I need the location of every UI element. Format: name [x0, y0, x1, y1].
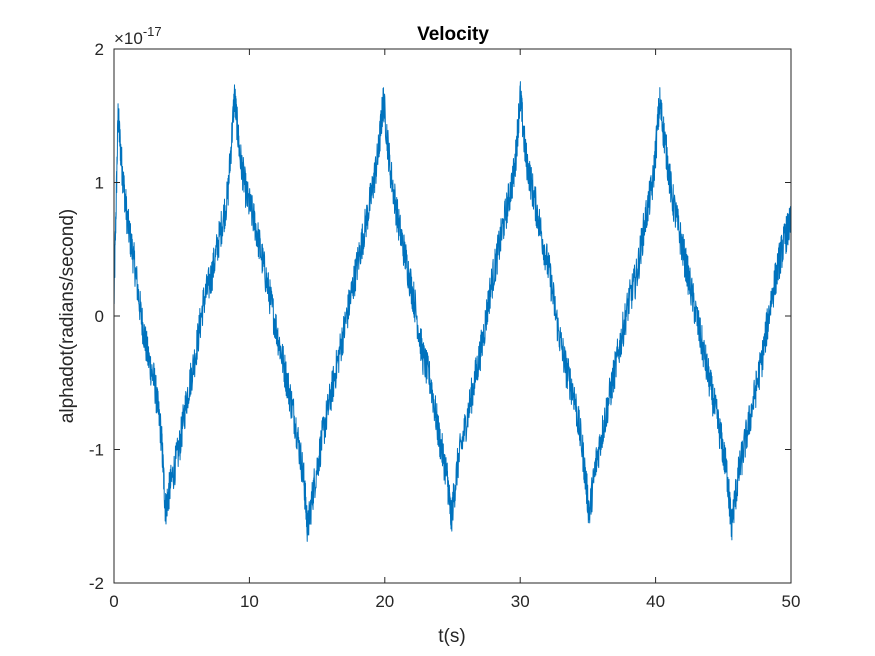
x-tick-label: 30: [511, 592, 530, 611]
y-tick-label: 2: [95, 40, 104, 59]
x-tick-label: 10: [240, 592, 259, 611]
data-layer: [113, 81, 792, 542]
y-tick-label: -2: [89, 574, 104, 593]
x-tick-label: 0: [109, 592, 118, 611]
x-tick-label: 40: [646, 592, 665, 611]
x-tick-label: 50: [782, 592, 801, 611]
y-tick-label: 1: [95, 174, 104, 193]
x-axis-ticks: 0 10 20 30 40 50: [109, 49, 800, 611]
x-tick-label: 20: [375, 592, 394, 611]
series-line: [113, 81, 792, 542]
y-exponent-label: ×10-17: [114, 24, 162, 48]
y-tick-label: 0: [95, 307, 104, 326]
x-axis-label: t(s): [438, 626, 465, 647]
y-tick-label: -1: [89, 441, 104, 460]
chart-title: Velocity: [417, 24, 489, 45]
y-axis-ticks: -2 -1 0 1 2: [89, 40, 791, 593]
y-axis-label: alphadot(radians/second): [57, 209, 78, 423]
y-exponent-power: -17: [143, 24, 162, 39]
y-exponent-base: ×10: [114, 29, 143, 48]
